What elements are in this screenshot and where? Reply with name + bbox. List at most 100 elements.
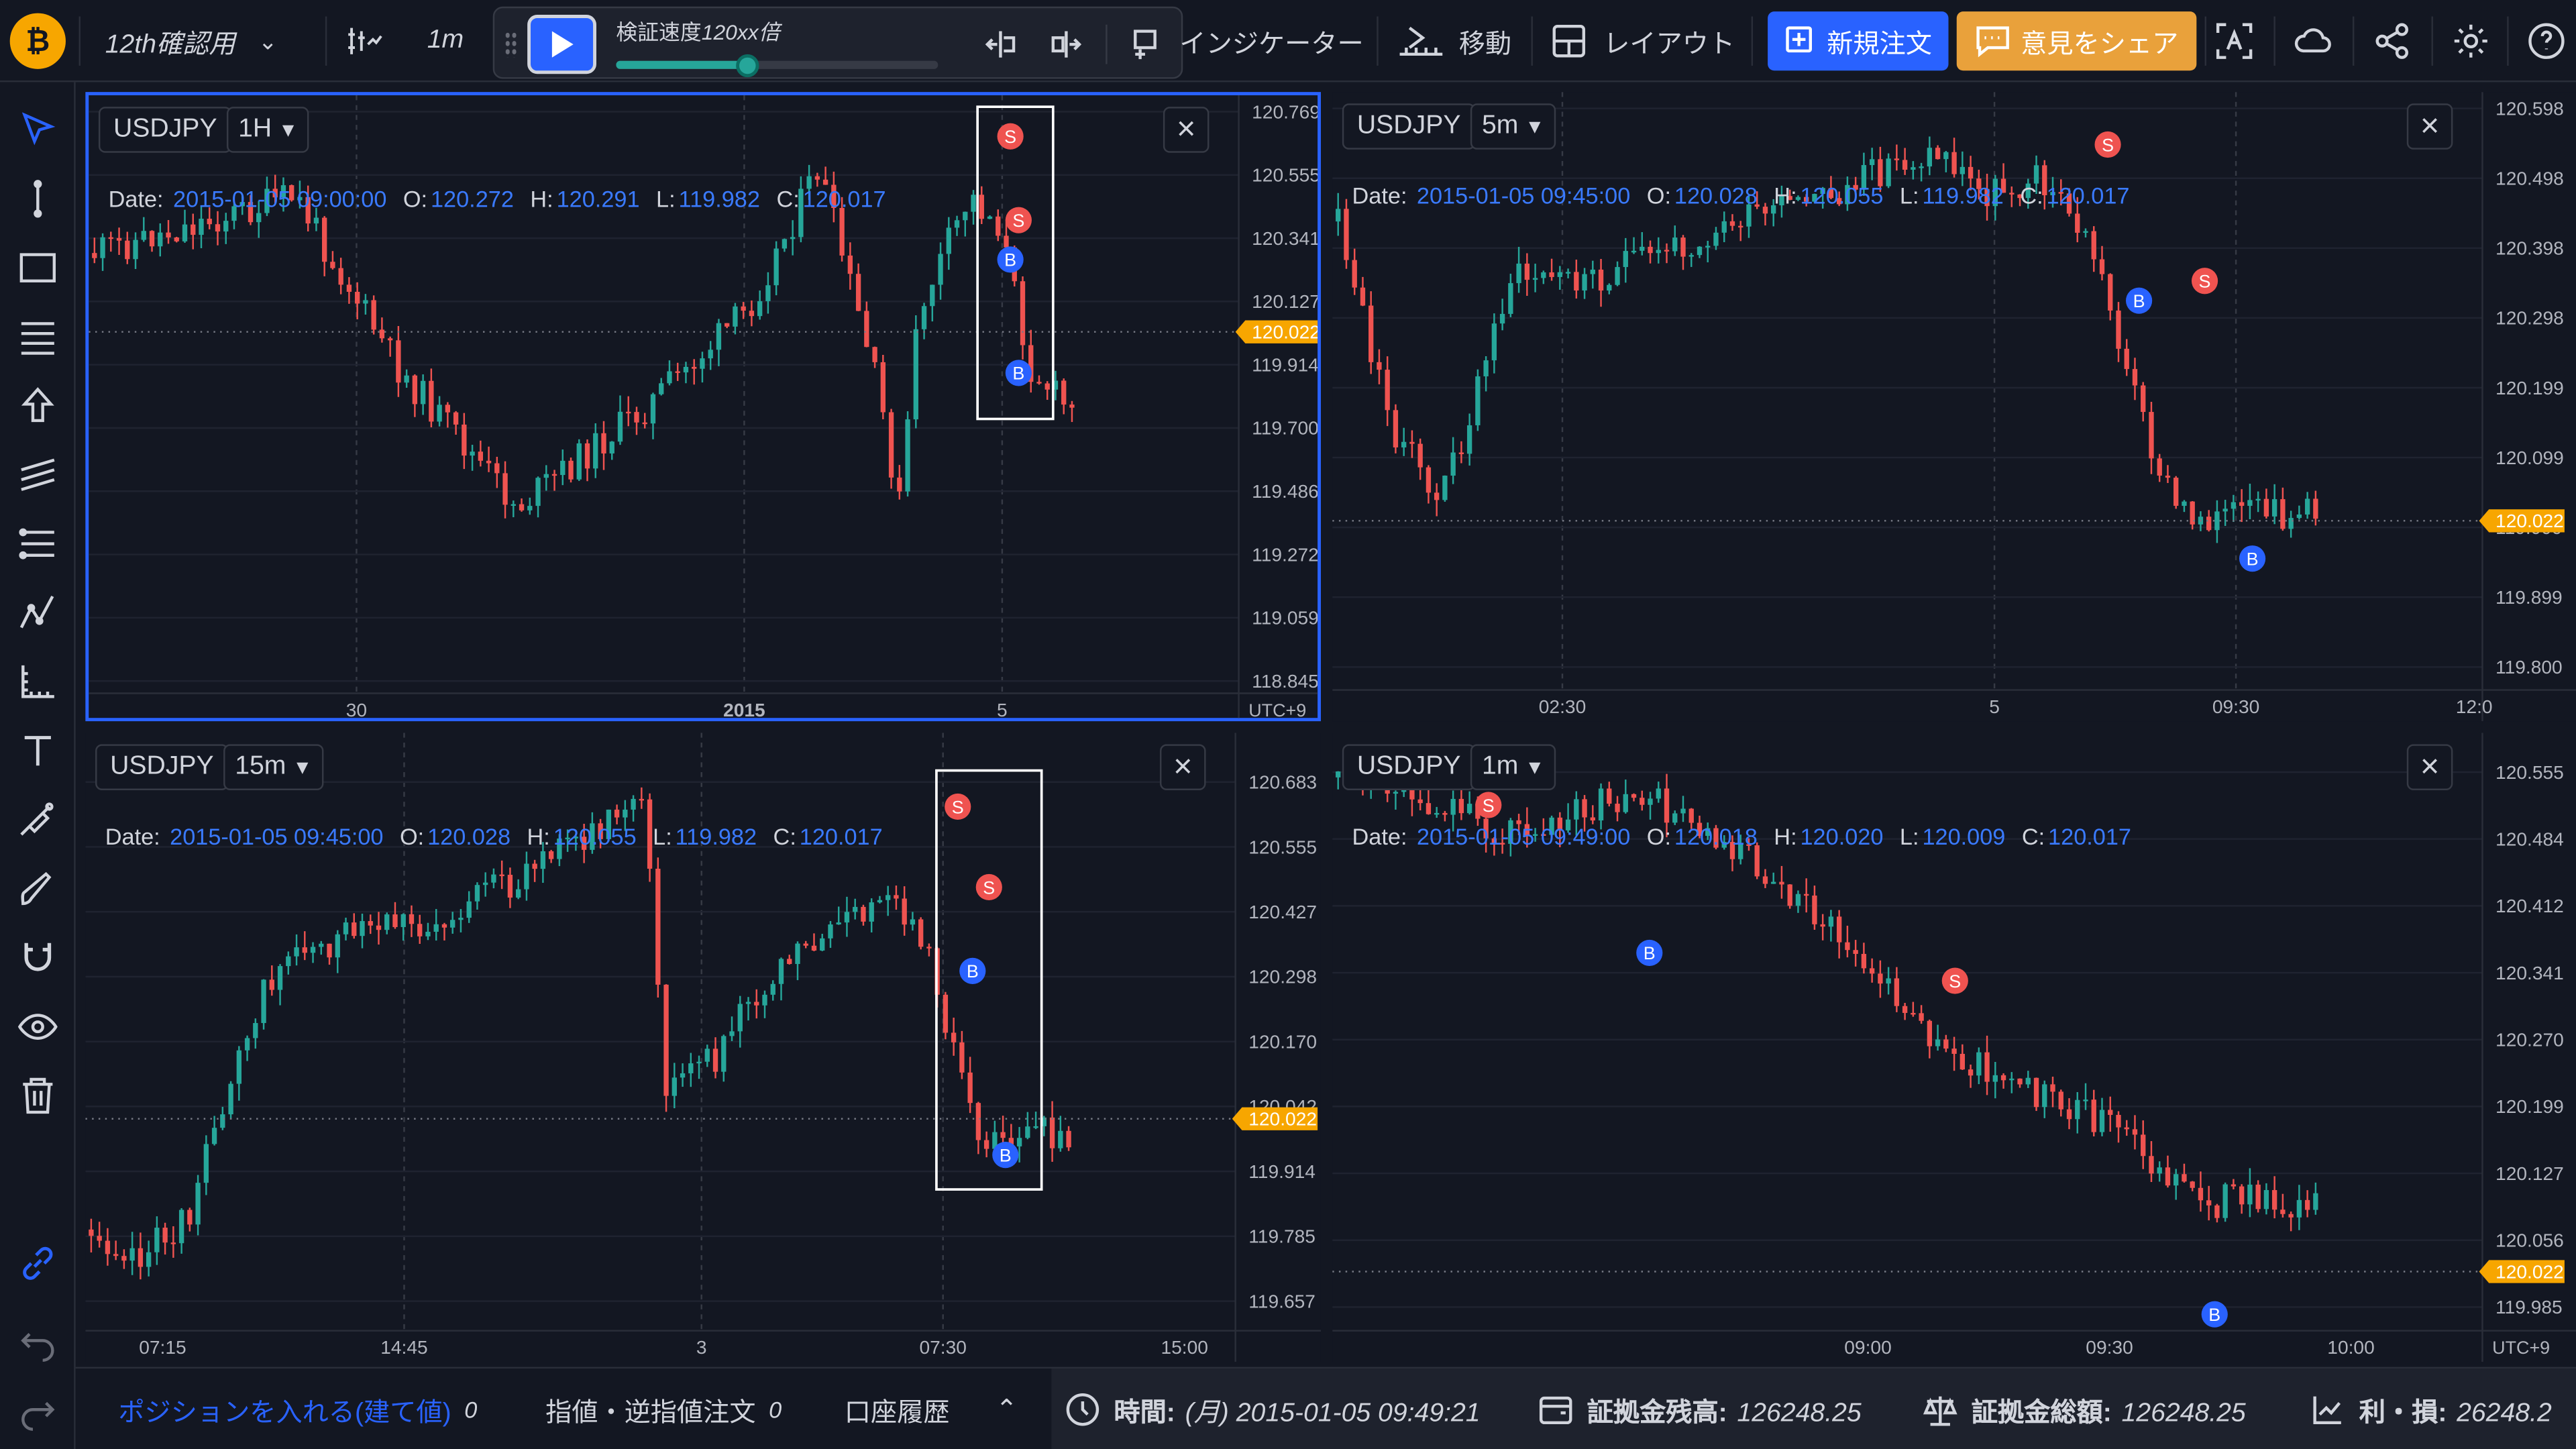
- expand-panel-button[interactable]: ⌃: [996, 1368, 1018, 1449]
- price-tick-label: 120.555: [1248, 837, 1317, 857]
- drag-handle-icon[interactable]: [504, 31, 518, 58]
- close-icon[interactable]: ×: [1159, 744, 1206, 790]
- select-bar-icon[interactable]: [1126, 25, 1165, 64]
- buy-marker[interactable]: B: [959, 957, 986, 984]
- chart-panel-1h[interactable]: S S B B 120.769 120.555 120.341 120.127 119.914 1…: [85, 92, 1321, 722]
- sell-marker[interactable]: S: [2191, 268, 2218, 294]
- indicators-button[interactable]: インジケーター: [1179, 0, 1363, 82]
- candle-body: [2124, 1127, 2129, 1130]
- candle-body: [1911, 167, 1916, 170]
- candle-body: [1951, 1049, 1957, 1054]
- parallel-channel-icon[interactable]: [16, 453, 59, 496]
- symbol-button[interactable]: USDJPY: [1342, 744, 1476, 790]
- speed-slider-track[interactable]: [616, 60, 938, 69]
- price-tick-label: 120.270: [2496, 1030, 2564, 1051]
- bar-replay-icon[interactable]: [345, 21, 384, 61]
- chart-panel-5m[interactable]: S B S B 120.598 120.498 120.398 120.298 120.199 1…: [1332, 92, 2576, 722]
- cloud-icon[interactable]: [2294, 21, 2333, 61]
- text-icon[interactable]: [16, 729, 59, 772]
- pattern-icon[interactable]: [16, 592, 59, 635]
- marker-label: S: [1949, 971, 1961, 991]
- bottom-trading-bar: ポジションを入れる(建て値) 0 指値・逆指値注文 0 口座履歴 ⌃ 時間: (月…: [75, 1366, 2576, 1449]
- candle-body: [1746, 204, 1752, 227]
- candle-body: [289, 185, 294, 201]
- candle-body: [1754, 845, 1760, 877]
- brush-icon[interactable]: [16, 867, 59, 910]
- eye-icon[interactable]: [16, 1006, 59, 1049]
- candle-body: [609, 441, 614, 453]
- candle-body: [1861, 165, 1867, 190]
- preset-selector[interactable]: 12th確認用 ⌄: [105, 0, 278, 82]
- sell-marker[interactable]: S: [1475, 792, 1502, 818]
- chart-panel-15m[interactable]: S S B B 120.683 120.555 120.427 120.298 120.170 1…: [85, 733, 1321, 1362]
- symbol-button[interactable]: USDJPY: [95, 744, 229, 790]
- candlestick-chart[interactable]: S B S B 120.555 120.484 120.412 120.341 120.270 1…: [1332, 733, 2576, 1362]
- buy-marker[interactable]: B: [997, 246, 1024, 273]
- sell-marker[interactable]: S: [1005, 207, 1032, 233]
- move-button[interactable]: 移動: [1397, 0, 1511, 82]
- close-icon[interactable]: ×: [2406, 744, 2453, 790]
- history-tab[interactable]: 口座履歴: [845, 1368, 950, 1449]
- trend-line-icon[interactable]: [16, 177, 59, 220]
- candle-body: [1828, 916, 1834, 927]
- magnet-icon[interactable]: [16, 936, 59, 979]
- new-order-button[interactable]: 新規注文: [1768, 11, 1949, 71]
- balance-value: 126248.25: [1737, 1399, 1862, 1428]
- fib-retracement-icon[interactable]: [16, 315, 59, 358]
- candlestick-chart[interactable]: S S B B 120.683 120.555 120.427 120.298 120.170 1…: [85, 733, 1321, 1362]
- trash-icon[interactable]: [16, 1075, 59, 1118]
- sell-marker[interactable]: S: [945, 793, 971, 820]
- sell-marker[interactable]: S: [997, 123, 1024, 150]
- symbol-button[interactable]: USDJPY: [98, 107, 232, 153]
- timeframe-dropdown[interactable]: 1H ▼: [226, 107, 310, 153]
- layout-button[interactable]: レイアウト: [1551, 0, 1735, 82]
- symbol-button[interactable]: USDJPY: [1342, 103, 1476, 150]
- buy-marker[interactable]: B: [2201, 1301, 2228, 1328]
- timeframe-dropdown[interactable]: 15m ▼: [223, 744, 324, 790]
- brush-pattern-icon[interactable]: [16, 798, 59, 841]
- sell-marker[interactable]: S: [2094, 131, 2121, 158]
- candlestick-chart[interactable]: S B S B 120.598 120.498 120.398 120.298 120.199 1…: [1332, 92, 2576, 722]
- buy-marker[interactable]: B: [2239, 545, 2266, 572]
- play-button[interactable]: [527, 15, 596, 74]
- timeframe-dropdown[interactable]: 1m ▼: [1470, 744, 1556, 790]
- close-icon[interactable]: ×: [2406, 103, 2453, 150]
- timezone-label[interactable]: UTC+9: [1248, 700, 1306, 720]
- orders-tab[interactable]: 指値・逆指値注文 0: [545, 1368, 782, 1449]
- candle-body: [121, 1256, 127, 1261]
- arrow-up-icon[interactable]: [16, 384, 59, 427]
- link-icon[interactable]: [16, 1242, 59, 1285]
- current-price-value: 120.022: [2496, 511, 2564, 531]
- close-icon[interactable]: ×: [1163, 107, 1210, 153]
- speed-slider-knob[interactable]: [737, 54, 760, 78]
- buy-marker[interactable]: B: [1636, 939, 1663, 967]
- redo-icon[interactable]: [16, 1390, 59, 1433]
- candle-body: [2091, 231, 2096, 260]
- chart-panel-1m[interactable]: S B S B 120.555 120.484 120.412 120.341 120.270 1…: [1332, 733, 2576, 1362]
- timeframe-dropdown[interactable]: 5m ▼: [1470, 103, 1556, 150]
- sell-marker[interactable]: S: [1941, 967, 1968, 994]
- undo-icon[interactable]: [16, 1321, 59, 1364]
- buy-marker[interactable]: B: [2126, 287, 2153, 314]
- rectangle-icon[interactable]: [16, 246, 59, 289]
- share-opinion-button[interactable]: 意見をシェア: [1956, 11, 2197, 71]
- candle-body: [1025, 1126, 1030, 1138]
- help-icon[interactable]: [2527, 21, 2567, 61]
- buy-marker[interactable]: B: [992, 1142, 1019, 1169]
- timezone-label[interactable]: UTC+9: [2492, 1338, 2550, 1358]
- step-forward-icon[interactable]: [1046, 25, 1086, 64]
- screenshot-icon[interactable]: [2214, 21, 2254, 61]
- step-back-icon[interactable]: [981, 25, 1020, 64]
- gear-icon[interactable]: [2451, 21, 2491, 61]
- interval-button[interactable]: 1m: [427, 0, 464, 82]
- share-icon[interactable]: [2372, 21, 2412, 61]
- cursor-icon[interactable]: [16, 109, 59, 152]
- candle-body: [2255, 498, 2261, 501]
- candlestick-chart[interactable]: SSBB120.769120.555120.341120.127119.9141…: [89, 95, 1321, 721]
- bitcoin-logo-icon[interactable]: ₿: [9, 13, 66, 69]
- sell-marker[interactable]: S: [975, 873, 1002, 901]
- positions-tab[interactable]: ポジションを入れる(建て値) 0: [118, 1368, 477, 1449]
- buy-marker[interactable]: B: [1005, 360, 1032, 386]
- horizontal-lines-icon[interactable]: [16, 523, 59, 566]
- ruler-icon[interactable]: [16, 660, 59, 703]
